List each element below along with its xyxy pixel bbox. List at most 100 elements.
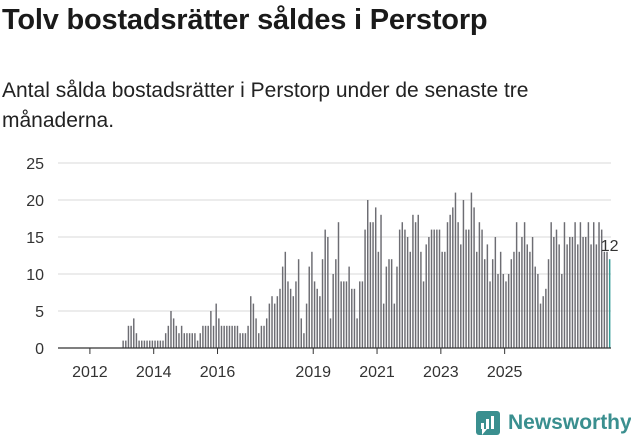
- y-axis-ticks: 0 5 10 15 20 25: [26, 156, 44, 358]
- last-bar-value-label: 12: [601, 238, 619, 255]
- bar: [441, 251, 443, 348]
- bar: [566, 244, 568, 348]
- bar: [571, 237, 574, 348]
- bar: [148, 340, 151, 348]
- bar: [329, 318, 332, 348]
- bar: [122, 340, 124, 348]
- bar: [226, 325, 228, 348]
- bar: [351, 288, 353, 348]
- bar-latest: [608, 259, 611, 348]
- bar: [590, 244, 592, 348]
- bar: [372, 222, 374, 348]
- x-tick-label: 2021: [359, 364, 395, 381]
- bar: [374, 207, 377, 348]
- bar: [324, 229, 326, 348]
- bar: [250, 296, 252, 348]
- bar: [234, 325, 236, 348]
- bar: [196, 340, 199, 348]
- bar: [470, 192, 473, 348]
- bar: [555, 229, 558, 348]
- bar: [276, 296, 279, 348]
- x-tick-label: 2025: [487, 364, 523, 381]
- bar: [313, 281, 316, 348]
- bar: [465, 229, 467, 348]
- newsworthy-logo-icon: [476, 411, 500, 435]
- bar: [473, 207, 475, 348]
- bar: [454, 192, 457, 348]
- bar: [449, 214, 451, 348]
- bar: [513, 251, 515, 348]
- x-tick-label: 2019: [295, 364, 331, 381]
- bar: [574, 222, 576, 348]
- bar: [210, 311, 212, 348]
- newsworthy-brand[interactable]: Newsworthy: [476, 409, 631, 437]
- bar: [422, 281, 425, 348]
- bar: [542, 296, 544, 348]
- bar: [457, 222, 459, 348]
- bar: [531, 237, 534, 348]
- bar: [284, 251, 287, 348]
- bar: [220, 325, 223, 348]
- bar: [247, 325, 249, 348]
- y-tick-label: 0: [35, 341, 44, 358]
- bar: [388, 259, 390, 348]
- bar: [481, 229, 483, 348]
- bar: [606, 251, 608, 348]
- bar: [287, 281, 289, 348]
- bar: [579, 222, 582, 348]
- bar: [438, 229, 441, 348]
- bar: [401, 222, 404, 348]
- bar: [507, 274, 510, 348]
- bar: [348, 266, 350, 348]
- bar: [255, 318, 257, 348]
- bar: [335, 259, 337, 348]
- bar: [183, 333, 186, 348]
- bar: [279, 288, 281, 348]
- chart-title: Tolv bostadsrätter såldes i Perstorp: [2, 4, 488, 36]
- y-tick-label: 20: [26, 193, 44, 210]
- bar: [353, 288, 356, 348]
- bar: [428, 237, 430, 348]
- bar: [462, 200, 465, 348]
- x-tick-label: 2014: [136, 364, 172, 381]
- bar: [537, 274, 539, 348]
- bar: [409, 251, 411, 348]
- bar: [204, 325, 207, 348]
- y-tick-label: 10: [26, 267, 44, 284]
- bar: [446, 222, 449, 348]
- bar: [159, 340, 162, 348]
- bar: [452, 207, 454, 348]
- bar: [242, 333, 244, 348]
- bar: [367, 200, 369, 348]
- bar: [239, 333, 241, 348]
- bar: [412, 214, 414, 348]
- bar: [444, 251, 446, 348]
- bar: [289, 288, 292, 348]
- bar: [143, 340, 146, 348]
- bar: [489, 281, 491, 348]
- bar: [199, 333, 201, 348]
- bar: [292, 296, 295, 348]
- bars: [122, 192, 611, 348]
- bar: [295, 281, 297, 348]
- bar: [311, 251, 313, 348]
- bar: [499, 251, 502, 348]
- bar: [396, 266, 398, 348]
- bar: [305, 303, 308, 348]
- bar: [356, 318, 358, 348]
- y-tick-label: 25: [26, 156, 44, 173]
- bar: [377, 251, 380, 348]
- bar: [178, 333, 180, 348]
- bar: [236, 325, 239, 348]
- bar: [478, 222, 481, 348]
- bar: [460, 244, 462, 348]
- bar: [207, 325, 209, 348]
- bar: [518, 251, 521, 348]
- bar: [561, 274, 563, 348]
- bar: [505, 281, 507, 348]
- bar: [361, 281, 364, 348]
- bar: [271, 296, 273, 348]
- bar: [529, 251, 531, 348]
- bar: [433, 229, 435, 348]
